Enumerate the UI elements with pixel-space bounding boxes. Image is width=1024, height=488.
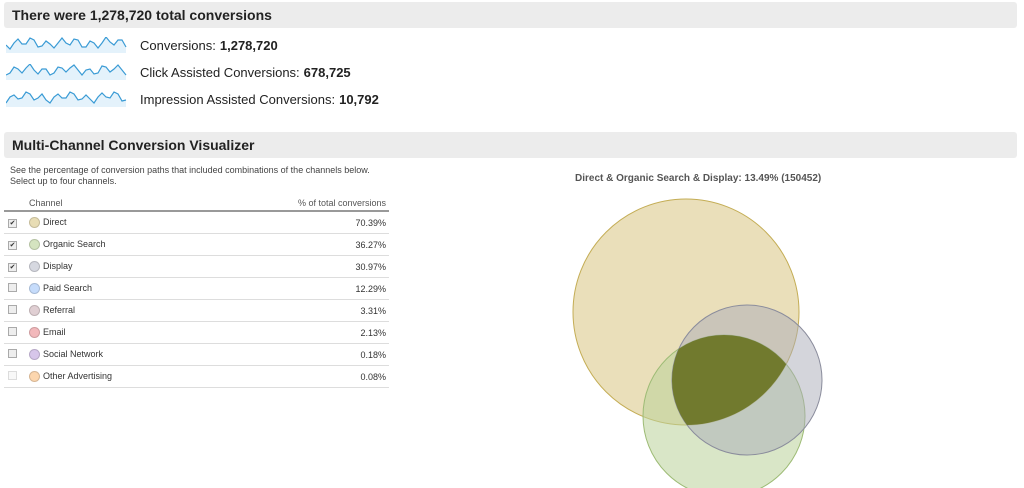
table-row: ✔ Organic Search 36.27%	[4, 233, 389, 256]
channel-color-dot	[29, 349, 40, 361]
summary-header: There were 1,278,720 total conversions	[4, 2, 1017, 28]
metric-row: Impression Assisted Conversions: 10,792	[6, 89, 379, 109]
channel-pct: 3.31%	[201, 299, 389, 322]
channel-pct: 70.39%	[201, 211, 389, 234]
table-row: Other Advertising 0.08%	[4, 365, 389, 388]
venn-label: Direct & Organic Search & Display: 13.49…	[575, 173, 822, 184]
metric-row: Click Assisted Conversions: 678,725	[6, 62, 351, 82]
channel-name: Direct	[43, 216, 67, 227]
metric-label: Click Assisted Conversions:	[140, 64, 300, 80]
channel-checkbox[interactable]: ✔	[8, 219, 17, 228]
channel-pct: 2.13%	[201, 321, 389, 344]
channel-name: Display	[43, 260, 73, 271]
sparkline	[6, 91, 127, 107]
channel-color-dot	[29, 261, 40, 273]
sparkline	[6, 37, 127, 53]
venn-diagram	[572, 198, 823, 488]
table-row: Social Network 0.18%	[4, 343, 389, 366]
channel-checkbox[interactable]: ✔	[8, 263, 17, 272]
channel-pct: 12.29%	[201, 277, 389, 300]
channel-color-dot	[29, 283, 40, 295]
channel-color-dot	[29, 305, 40, 317]
channel-name: Organic Search	[43, 238, 106, 249]
channel-pct: 0.08%	[201, 365, 389, 388]
channel-checkbox[interactable]	[8, 327, 17, 336]
metric-value: 10,792	[339, 91, 379, 107]
sparkline	[6, 64, 127, 80]
metric-row: Conversions: 1,278,720	[6, 35, 278, 55]
visualizer-description: See the percentage of conversion paths t…	[10, 165, 370, 186]
table-row: Email 2.13%	[4, 321, 389, 344]
channel-name: Social Network	[43, 348, 104, 359]
metric-label: Impression Assisted Conversions:	[140, 91, 336, 107]
table-row: Referral 3.31%	[4, 299, 389, 322]
metric-label: Conversions:	[140, 37, 216, 53]
channel-name: Other Advertising	[43, 370, 113, 381]
channel-checkbox[interactable]: ✔	[8, 241, 17, 250]
channel-color-dot	[29, 371, 40, 383]
channel-name: Referral	[43, 304, 76, 315]
metric-value: 678,725	[303, 64, 351, 80]
table-row: Paid Search 12.29%	[4, 277, 389, 300]
channel-color-dot	[29, 239, 40, 251]
channel-pct: 30.97%	[201, 255, 389, 278]
channel-color-dot	[29, 327, 40, 339]
pct-column-header: % of total conversions	[201, 195, 389, 212]
metric-value: 1,278,720	[219, 37, 278, 53]
channel-checkbox[interactable]	[8, 349, 17, 358]
channel-column-header: Channel	[28, 195, 202, 212]
table-row: ✔ Display 30.97%	[4, 255, 389, 278]
channel-checkbox[interactable]	[8, 305, 17, 314]
channel-name: Email	[43, 326, 66, 337]
channel-color-dot	[29, 217, 40, 229]
channel-name: Paid Search	[43, 282, 93, 293]
channel-pct: 36.27%	[201, 233, 389, 256]
visualizer-header: Multi-Channel Conversion Visualizer	[4, 132, 1017, 158]
channel-checkbox[interactable]	[8, 371, 17, 380]
channel-table: Channel% of total conversions ✔ Direct 7…	[4, 195, 389, 388]
channel-pct: 0.18%	[201, 343, 389, 366]
table-row: ✔ Direct 70.39%	[4, 211, 389, 234]
channel-checkbox[interactable]	[8, 283, 17, 292]
